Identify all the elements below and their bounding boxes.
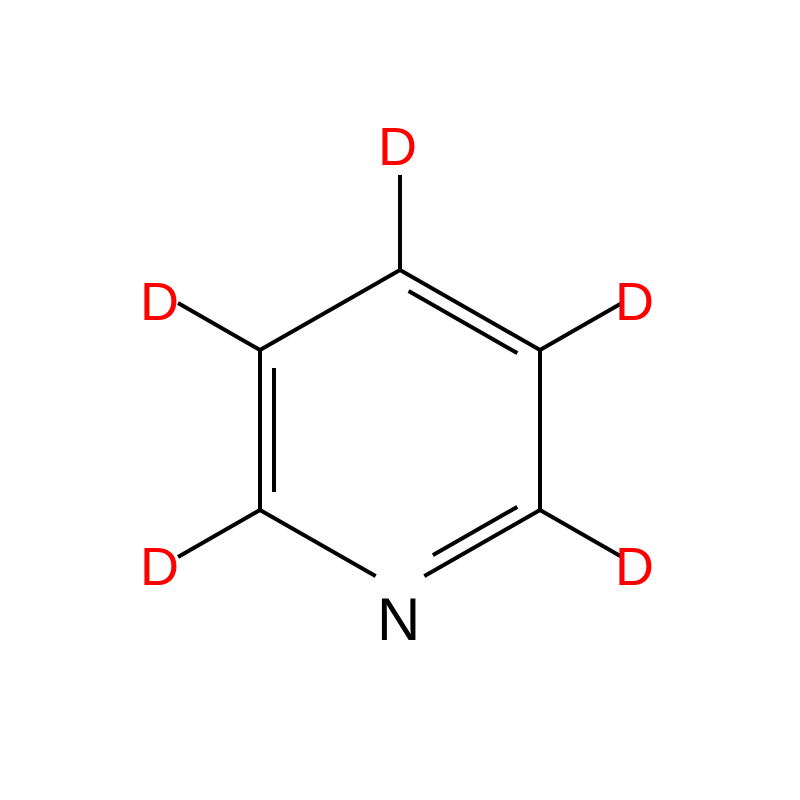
- deuterium-label-C2: D: [615, 537, 654, 597]
- molecule-canvas: D D D D D N: [0, 0, 800, 800]
- deuterium-label-C3: D: [615, 272, 654, 332]
- deuterium-label-C5: D: [140, 272, 179, 332]
- atom-label-N: N: [377, 586, 420, 653]
- deuterium-label-C6: D: [140, 537, 179, 597]
- deuterium-label-C4: D: [378, 117, 417, 177]
